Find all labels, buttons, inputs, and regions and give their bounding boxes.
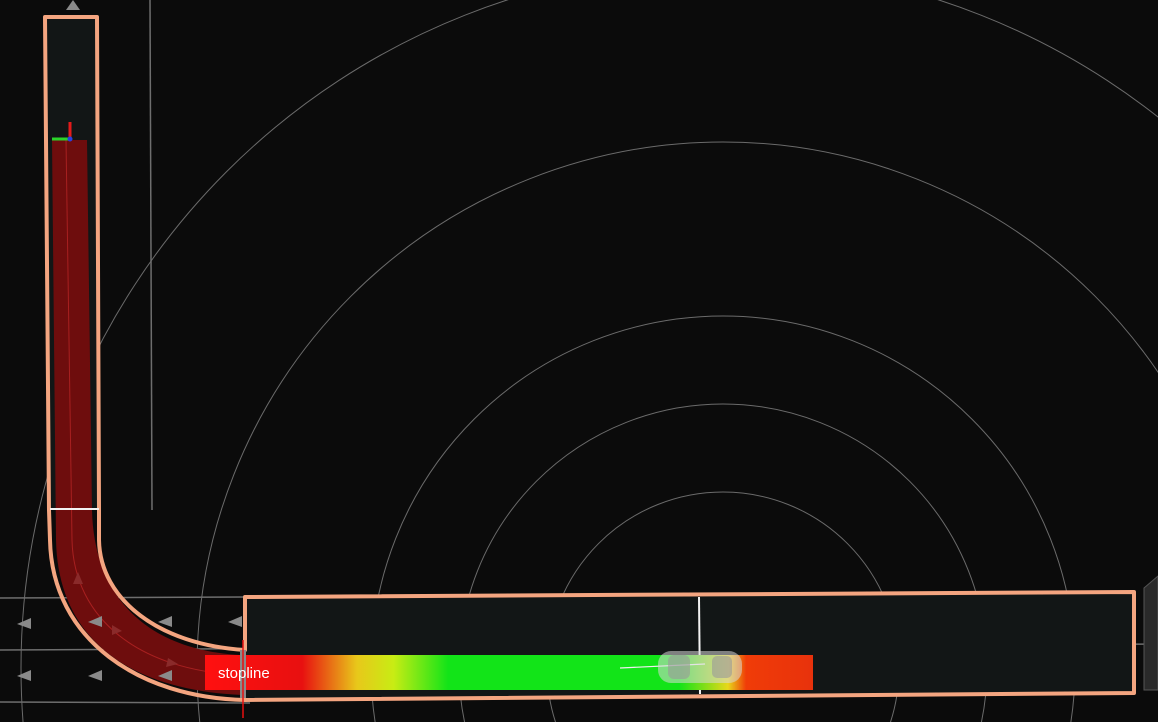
stopline-marker bbox=[240, 640, 246, 718]
stopline-label: stopline bbox=[218, 665, 270, 682]
ego-vehicle-icon bbox=[619, 651, 742, 683]
lane-outline bbox=[43, 15, 1136, 702]
lane-direction-arrow-icon bbox=[17, 0, 242, 681]
range-ring bbox=[20, 0, 1158, 722]
road-edge-object bbox=[1143, 575, 1158, 691]
coordinate-axes-icon bbox=[52, 122, 73, 142]
planned-path bbox=[52, 139, 242, 695]
